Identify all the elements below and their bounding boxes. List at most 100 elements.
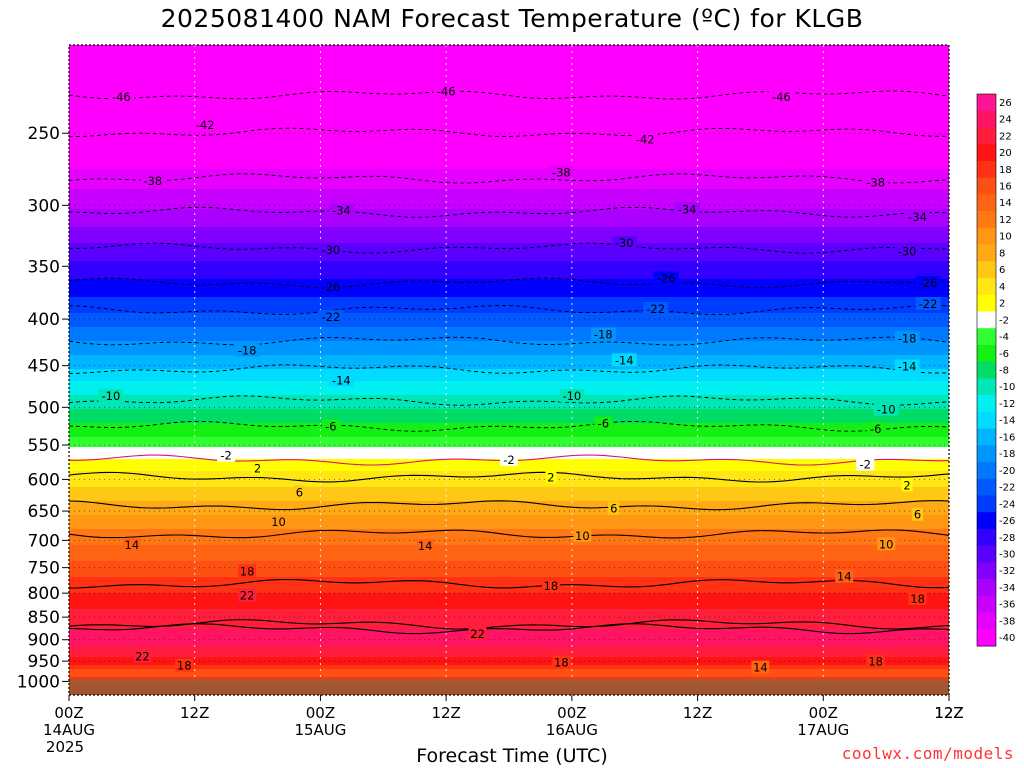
temperature-band (69, 189, 949, 192)
temperature-band (69, 593, 949, 596)
contour-label-text: 14 (837, 570, 852, 584)
contour-label: -42 (192, 118, 218, 132)
colorbar-swatch (977, 595, 996, 614)
temperature-band (69, 219, 949, 222)
colorbar-label: 26 (999, 98, 1012, 109)
temperature-band (69, 647, 949, 650)
temperature-band (69, 367, 949, 370)
contour-label-backing (108, 89, 134, 103)
temperature-band (69, 599, 949, 602)
temperature-band (69, 119, 949, 122)
pressure-axis: 250 300 350 400 450 500 550 600 650 700 750 800 850 9… (17, 124, 69, 692)
contour-label-text: 22 (470, 627, 485, 641)
time-tick-label: 12Z (683, 704, 712, 722)
temperature-band (69, 559, 949, 562)
temperature-band (69, 379, 949, 382)
contour-label: -18 (894, 331, 920, 345)
contour-label-text: -38 (552, 165, 571, 179)
contour-label-backing (552, 655, 571, 669)
contour-label-backing (269, 514, 288, 528)
temperature-band (69, 489, 949, 492)
colorbar-label: -30 (999, 550, 1015, 561)
colorbar-swatch (977, 428, 996, 446)
temperature-band (69, 315, 949, 318)
contour-label-backing (643, 302, 669, 316)
colorbar-swatch (977, 328, 996, 346)
temperature-band (69, 345, 949, 348)
colorbar-swatch (977, 194, 996, 212)
temperature-band (69, 163, 949, 166)
colorbar-swatch (977, 278, 996, 296)
contour-label: 18 (552, 655, 571, 669)
temperature-band (69, 661, 949, 664)
temperature-band (69, 409, 949, 412)
contour-line (69, 206, 949, 218)
contour-line (69, 623, 949, 635)
temperature-band (69, 361, 949, 364)
temperature-band (69, 501, 949, 504)
temperature-band (69, 311, 949, 314)
temperature-band (69, 617, 949, 620)
temperature-band (69, 415, 949, 418)
contour-label: 14 (122, 537, 141, 552)
temperature-band (69, 641, 949, 644)
temperature-band (69, 505, 949, 508)
temperature-band (69, 183, 949, 186)
contour-label-text: 14 (418, 539, 433, 553)
temperature-band (69, 389, 949, 392)
contour-label-backing (894, 244, 920, 258)
temperature-band (69, 175, 949, 178)
contour-label-text: 2 (547, 470, 554, 484)
contour-label: -38 (863, 175, 889, 189)
temperature-band (69, 413, 949, 416)
temperature-band (69, 523, 949, 526)
contour-label: -14 (328, 373, 354, 387)
temperature-band (69, 289, 949, 292)
contour-label-text: 10 (271, 515, 286, 529)
colorbar-swatch (977, 528, 996, 547)
temperature-band (69, 513, 949, 516)
colorbar-swatch (977, 361, 996, 379)
temperature-band (69, 393, 949, 396)
contour-label-text: 18 (544, 579, 559, 593)
contour-label: -26 (318, 280, 344, 294)
colorbar-label: 10 (999, 232, 1012, 243)
temperature-band (69, 257, 949, 260)
contour-label: -22 (915, 296, 941, 311)
pressure-tick-label: 300 (28, 196, 60, 216)
temperature-band (69, 209, 949, 212)
temperature-band (69, 129, 949, 132)
contour-label-backing (674, 202, 700, 216)
contour-label-backing (611, 353, 637, 367)
contour-line (69, 529, 949, 539)
contour-label: -2 (217, 448, 236, 463)
temperature-band (69, 579, 949, 582)
contour-labels: -46 -46 -46 -42 -42 -38 -38 -38 -34 -34 -34 -30 -30 -… (98, 84, 941, 675)
contour-label: 18 (908, 592, 927, 606)
temperature-band (69, 71, 949, 74)
contour-label-backing (608, 501, 620, 515)
temperature-band (69, 607, 949, 610)
temperature-band (69, 545, 949, 548)
contour-label-backing (122, 537, 141, 551)
temperature-band (69, 225, 949, 228)
temperature-band (69, 629, 949, 632)
temperature-band (69, 495, 949, 498)
temperature-band (69, 87, 949, 90)
temperature-band (69, 173, 949, 176)
temperature-band (69, 263, 949, 266)
contour-label-backing (912, 507, 924, 521)
temperature-band (69, 251, 949, 254)
pressure-tick-label: 600 (28, 470, 60, 490)
contour-label-backing (873, 402, 899, 416)
contour-line (69, 305, 949, 316)
temperature-band (69, 405, 949, 408)
temperature-band (69, 313, 949, 316)
temperature-band (69, 319, 949, 322)
contour-label: 2 (545, 470, 557, 484)
temperature-band (69, 451, 949, 454)
temperature-band (69, 223, 949, 226)
time-tick-label: 12Z (934, 704, 963, 722)
temperature-band (69, 665, 949, 668)
